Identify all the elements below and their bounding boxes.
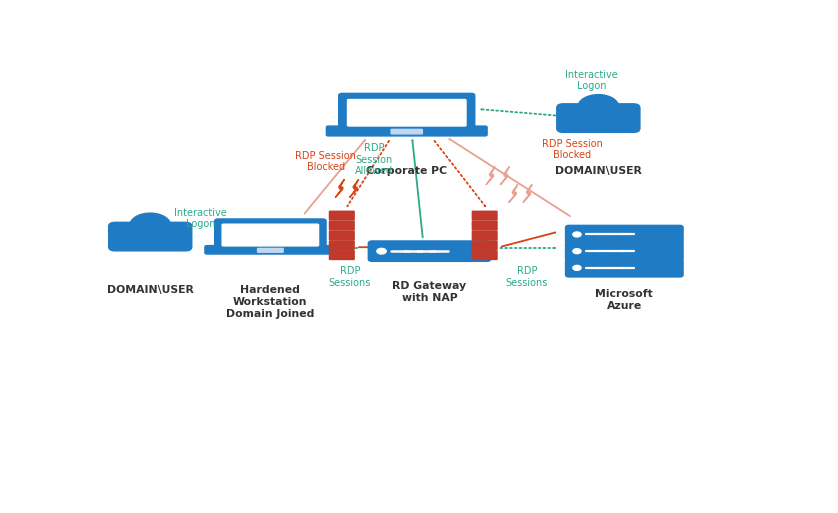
FancyBboxPatch shape: [566, 259, 683, 277]
Circle shape: [573, 249, 581, 253]
FancyBboxPatch shape: [329, 241, 354, 250]
Circle shape: [578, 94, 618, 120]
FancyBboxPatch shape: [391, 129, 422, 134]
FancyBboxPatch shape: [368, 241, 491, 261]
FancyBboxPatch shape: [566, 225, 683, 244]
Circle shape: [130, 213, 171, 238]
Polygon shape: [509, 184, 518, 203]
FancyBboxPatch shape: [473, 231, 497, 240]
FancyBboxPatch shape: [329, 231, 354, 240]
FancyBboxPatch shape: [556, 104, 640, 132]
FancyBboxPatch shape: [205, 246, 336, 254]
FancyBboxPatch shape: [566, 242, 683, 260]
FancyBboxPatch shape: [222, 224, 318, 246]
Text: Hardened
Workstation
Domain Joined: Hardened Workstation Domain Joined: [226, 285, 314, 319]
Polygon shape: [335, 179, 344, 198]
FancyBboxPatch shape: [473, 211, 497, 220]
FancyBboxPatch shape: [109, 222, 192, 251]
Text: Microsoft
Azure: Microsoft Azure: [596, 289, 653, 311]
Polygon shape: [500, 167, 510, 185]
FancyBboxPatch shape: [339, 93, 475, 130]
Text: Interactive
Logon: Interactive Logon: [566, 70, 618, 91]
Polygon shape: [523, 184, 532, 203]
Text: RDP Session
Blocked: RDP Session Blocked: [295, 150, 356, 172]
Text: DOMAIN\USER: DOMAIN\USER: [555, 166, 642, 176]
FancyBboxPatch shape: [215, 219, 326, 250]
FancyBboxPatch shape: [329, 211, 354, 220]
FancyBboxPatch shape: [329, 251, 354, 260]
FancyBboxPatch shape: [473, 241, 497, 250]
FancyBboxPatch shape: [329, 221, 354, 230]
FancyBboxPatch shape: [348, 100, 466, 126]
Text: DOMAIN\USER: DOMAIN\USER: [106, 285, 194, 295]
Text: Corporate PC: Corporate PC: [366, 166, 447, 176]
Circle shape: [377, 248, 386, 254]
Text: RDP
Sessions: RDP Sessions: [328, 266, 371, 288]
Text: RDP
Sessions: RDP Sessions: [505, 266, 548, 288]
Circle shape: [573, 265, 581, 270]
FancyBboxPatch shape: [326, 126, 487, 136]
Polygon shape: [486, 167, 495, 185]
Polygon shape: [349, 179, 359, 198]
Text: RDP
Session
Allowed: RDP Session Allowed: [355, 143, 393, 176]
FancyBboxPatch shape: [257, 248, 283, 252]
Circle shape: [573, 232, 581, 237]
FancyBboxPatch shape: [473, 221, 497, 230]
Text: Interactive
Logon: Interactive Logon: [174, 208, 227, 229]
FancyBboxPatch shape: [473, 251, 497, 260]
Text: RDP Session
Blocked: RDP Session Blocked: [542, 139, 603, 160]
Text: RD Gateway
with NAP: RD Gateway with NAP: [392, 281, 467, 303]
